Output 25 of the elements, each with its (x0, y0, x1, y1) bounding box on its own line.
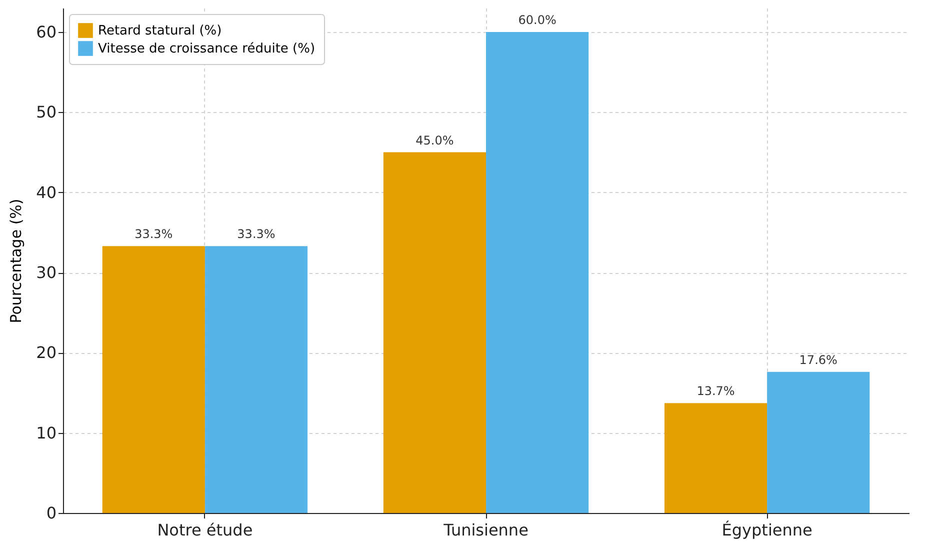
x-tick-label: Égyptienne (722, 520, 812, 540)
legend-label: Retard statural (%) (98, 24, 222, 38)
data-label: 33.3% (237, 227, 276, 242)
legend-label: Vitesse de croissance réduite (%) (98, 42, 316, 56)
y-tick-label: 50 (36, 102, 56, 122)
y-tick-label: 10 (36, 423, 56, 442)
data-label: 13.7% (696, 384, 735, 398)
y-tick-label: 0 (46, 504, 56, 522)
x-tick-label: Notre étude (157, 520, 253, 540)
data-label: 60.0% (518, 13, 556, 28)
bar (486, 32, 589, 513)
y-tick-label: 20 (36, 343, 56, 362)
bar (204, 246, 308, 513)
y-tick-label: 60 (36, 22, 56, 42)
data-label: 17.6% (799, 352, 838, 367)
bar (383, 152, 486, 513)
y-tick-label: 30 (36, 263, 56, 282)
bar (664, 403, 768, 513)
data-label: 45.0% (416, 133, 454, 148)
x-tick-label: Tunisienne (442, 520, 528, 540)
y-axis-title: Pourcentage (%) (7, 198, 26, 324)
data-label: 33.3% (134, 227, 173, 242)
bar (102, 246, 205, 513)
bar (767, 372, 870, 513)
y-tick-label: 40 (36, 182, 56, 202)
